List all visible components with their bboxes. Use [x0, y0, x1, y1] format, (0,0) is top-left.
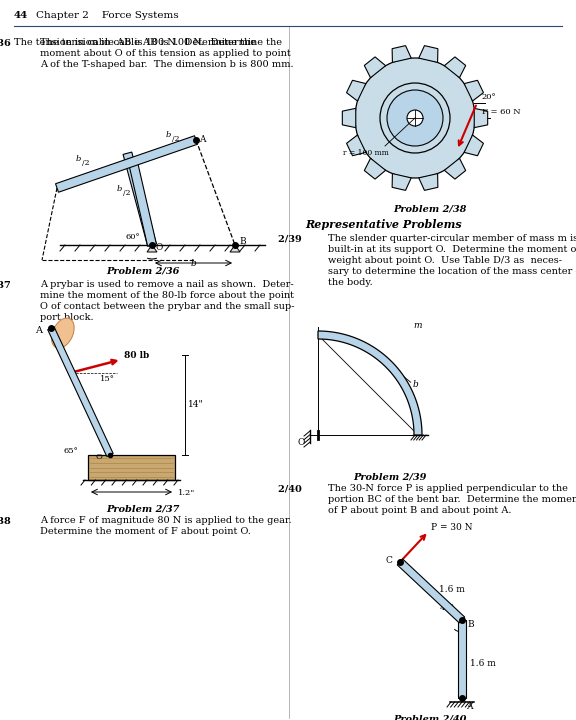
- Polygon shape: [464, 80, 483, 101]
- Text: 65°: 65°: [64, 447, 79, 455]
- Text: /2: /2: [82, 159, 89, 167]
- Text: O: O: [408, 120, 415, 128]
- Text: 2/40: 2/40: [278, 484, 305, 493]
- Text: A prybar is used to remove a nail as shown.  Deter-: A prybar is used to remove a nail as sho…: [40, 280, 294, 289]
- Circle shape: [355, 58, 475, 178]
- Polygon shape: [474, 108, 488, 127]
- Text: of P about point B and about point A.: of P about point B and about point A.: [328, 506, 511, 515]
- Text: mine the moment of the 80-lb force about the point: mine the moment of the 80-lb force about…: [40, 291, 294, 300]
- Text: The slender quarter-circular member of mass m is: The slender quarter-circular member of m…: [328, 234, 576, 243]
- Text: b: b: [117, 185, 122, 193]
- Polygon shape: [347, 80, 366, 101]
- Text: /2: /2: [172, 135, 180, 143]
- Polygon shape: [397, 559, 465, 623]
- Polygon shape: [419, 45, 438, 63]
- Text: 45°: 45°: [440, 604, 455, 612]
- Polygon shape: [88, 455, 175, 480]
- Text: O: O: [298, 438, 305, 447]
- Text: m: m: [413, 321, 422, 330]
- Text: C: C: [386, 556, 393, 565]
- Polygon shape: [419, 174, 438, 190]
- Text: built-in at its support O.  Determine the moment of its: built-in at its support O. Determine the…: [328, 245, 576, 254]
- Polygon shape: [364, 158, 385, 179]
- Text: Problem 2/40: Problem 2/40: [393, 714, 467, 720]
- Text: r = 100 mm: r = 100 mm: [343, 149, 389, 157]
- Text: 1.6 m: 1.6 m: [470, 659, 496, 668]
- Circle shape: [380, 83, 450, 153]
- Text: The 30-N force P is applied perpendicular to the: The 30-N force P is applied perpendicula…: [328, 484, 568, 493]
- Text: 2/36: 2/36: [0, 38, 14, 47]
- Polygon shape: [392, 45, 411, 63]
- Text: 2/39: 2/39: [278, 234, 305, 243]
- Polygon shape: [444, 57, 465, 78]
- Text: 14": 14": [188, 400, 204, 409]
- Polygon shape: [128, 157, 157, 246]
- Polygon shape: [123, 152, 156, 246]
- Text: /2: /2: [123, 189, 131, 197]
- Polygon shape: [147, 245, 157, 252]
- Text: b: b: [413, 380, 418, 390]
- Text: 15°: 15°: [100, 374, 115, 382]
- Text: 80 lb: 80 lb: [123, 351, 149, 359]
- Polygon shape: [364, 57, 385, 78]
- Text: A: A: [466, 702, 472, 711]
- Text: P = 30 N: P = 30 N: [431, 523, 472, 532]
- Text: 1.6 m: 1.6 m: [439, 585, 465, 594]
- Text: Problem 2/37: Problem 2/37: [107, 505, 180, 514]
- Text: 2/37: 2/37: [0, 280, 14, 289]
- Polygon shape: [230, 245, 240, 252]
- Text: F = 60 N: F = 60 N: [482, 108, 521, 116]
- Text: The tension in cable AB is 100 N.  Determine the: The tension in cable AB is 100 N. Determ…: [40, 38, 282, 47]
- Polygon shape: [392, 174, 411, 190]
- Text: sary to determine the location of the mass center of: sary to determine the location of the ma…: [328, 267, 576, 276]
- Text: A of the T-shaped bar.  The dimension b is 800 mm.: A of the T-shaped bar. The dimension b i…: [40, 60, 294, 69]
- Ellipse shape: [51, 318, 74, 348]
- Text: 1.2": 1.2": [178, 489, 195, 497]
- Polygon shape: [458, 620, 466, 698]
- Text: weight about point O.  Use Table D/3 as  neces-: weight about point O. Use Table D/3 as n…: [328, 256, 562, 265]
- Polygon shape: [342, 108, 356, 127]
- Text: 2/38: 2/38: [0, 516, 14, 525]
- Text: A force F of magnitude 80 N is applied to the gear.: A force F of magnitude 80 N is applied t…: [40, 516, 291, 525]
- Text: portion BC of the bent bar.  Determine the moment: portion BC of the bent bar. Determine th…: [328, 495, 576, 504]
- Text: Determine the moment of F about point O.: Determine the moment of F about point O.: [40, 527, 251, 536]
- Text: Problem 2/39: Problem 2/39: [353, 472, 427, 481]
- Circle shape: [407, 110, 423, 126]
- Polygon shape: [48, 327, 113, 456]
- Text: the body.: the body.: [328, 278, 373, 287]
- Polygon shape: [444, 158, 465, 179]
- Text: Representative Problems: Representative Problems: [305, 219, 461, 230]
- Text: port block.: port block.: [40, 313, 94, 322]
- Text: b: b: [190, 259, 196, 268]
- Circle shape: [387, 90, 443, 146]
- Text: b: b: [76, 155, 81, 163]
- Text: B: B: [239, 237, 245, 246]
- Text: O of contact between the prybar and the small sup-: O of contact between the prybar and the …: [40, 302, 294, 311]
- Text: The tension in cable AB is 100 N.  Determine the: The tension in cable AB is 100 N. Determ…: [14, 38, 256, 47]
- Text: b: b: [166, 131, 172, 139]
- Polygon shape: [55, 136, 198, 192]
- Text: O: O: [155, 243, 162, 252]
- Text: A: A: [35, 326, 42, 335]
- Text: Problem 2/36: Problem 2/36: [107, 267, 180, 276]
- Polygon shape: [318, 331, 422, 435]
- Text: B: B: [467, 620, 473, 629]
- Text: O: O: [96, 453, 103, 461]
- Text: Chapter 2    Force Systems: Chapter 2 Force Systems: [36, 11, 179, 20]
- Text: 44: 44: [14, 11, 28, 20]
- Text: moment about O of this tension as applied to point: moment about O of this tension as applie…: [40, 49, 291, 58]
- Text: 20°: 20°: [481, 93, 495, 101]
- Text: Problem 2/38: Problem 2/38: [393, 204, 467, 213]
- Text: 60°: 60°: [126, 233, 141, 241]
- Polygon shape: [464, 135, 483, 156]
- Polygon shape: [347, 135, 366, 156]
- Text: A: A: [199, 135, 206, 144]
